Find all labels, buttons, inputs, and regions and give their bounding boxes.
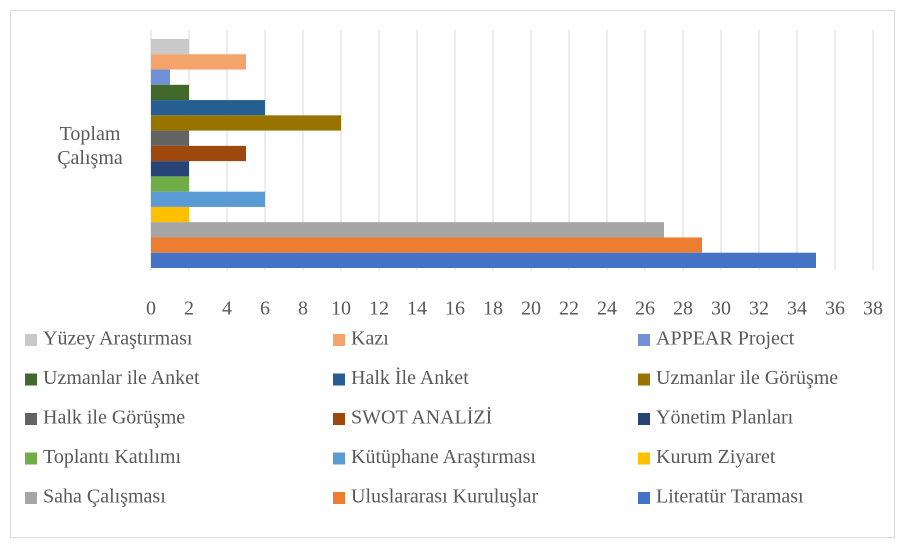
legend-label: Toplantı Katılımı <box>43 446 181 468</box>
legend-label: Kütüphane Araştırması <box>351 446 536 468</box>
legend-swatch <box>25 373 37 386</box>
legend-swatch <box>638 413 650 425</box>
x-tick-label: 14 <box>407 298 427 320</box>
bar <box>151 161 189 177</box>
x-tick-label: 28 <box>673 298 693 320</box>
x-tick-label: 20 <box>521 298 541 320</box>
bar <box>151 69 170 85</box>
legend-label: Yönetim Planları <box>656 407 794 429</box>
legend-swatch <box>333 452 345 465</box>
legend-swatch <box>25 452 37 465</box>
legend-swatch <box>333 413 345 425</box>
x-tick-label: 30 <box>711 298 731 320</box>
x-tick-label: 4 <box>222 298 232 320</box>
legend-swatch <box>638 373 650 386</box>
x-tick-label: 8 <box>298 298 308 320</box>
x-tick-label: 18 <box>483 298 503 320</box>
bar <box>151 176 189 192</box>
legend-swatch <box>25 413 37 425</box>
bar <box>151 191 265 207</box>
x-tick-label: 22 <box>559 298 579 320</box>
legend-label: Halk ile Görüşme <box>43 407 185 429</box>
x-tick-label: 32 <box>749 298 769 320</box>
bar <box>151 222 664 238</box>
x-tick-label: 12 <box>369 298 389 320</box>
bar <box>151 39 189 55</box>
bar <box>151 100 265 116</box>
legend-swatch <box>25 334 37 346</box>
bar <box>151 145 246 162</box>
legend-swatch <box>333 334 345 346</box>
legend-swatch <box>638 452 650 465</box>
legend-swatch <box>25 492 37 504</box>
bar <box>151 206 189 223</box>
legend-label: SWOT ANALİZİ <box>351 406 492 429</box>
legend-label: Saha Çalışması <box>43 486 166 508</box>
x-tick-label: 6 <box>260 298 270 320</box>
legend-label: Kazı <box>351 328 389 350</box>
bar <box>151 54 246 70</box>
legend-label: Uluslararası Kuruluşlar <box>351 486 539 508</box>
bar <box>151 115 341 131</box>
x-tick-label: 10 <box>331 298 351 320</box>
chart-border <box>10 10 895 538</box>
x-tick-label: 24 <box>597 298 617 320</box>
legend-label: Halk İle Anket <box>351 366 469 389</box>
legend-swatch <box>333 492 345 504</box>
x-tick-label: 0 <box>146 298 156 320</box>
bar <box>151 130 189 146</box>
bar <box>151 237 702 253</box>
x-tick-label: 34 <box>787 298 807 320</box>
legend-label: APPEAR Project <box>656 328 795 350</box>
legend-swatch <box>333 373 345 386</box>
legend-label: Yüzey Araştırması <box>43 328 193 350</box>
legend-swatch <box>638 334 650 346</box>
x-tick-label: 2 <box>184 298 194 320</box>
legend-label: Uzmanlar ile Anket <box>43 367 200 389</box>
x-tick-label: 38 <box>863 298 883 320</box>
x-tick-label: 26 <box>635 298 655 320</box>
legend-label: Uzmanlar ile Görüşme <box>656 367 838 389</box>
legend-label: Kurum Ziyaret <box>656 446 776 468</box>
bar <box>151 252 816 268</box>
legend-label: Literatür Taraması <box>656 486 804 508</box>
legend-swatch <box>638 492 650 504</box>
x-tick-label: 16 <box>445 298 465 320</box>
x-tick-label: 36 <box>825 298 845 320</box>
category-label: Toplam Çalışma <box>57 123 123 169</box>
bar <box>151 84 189 101</box>
